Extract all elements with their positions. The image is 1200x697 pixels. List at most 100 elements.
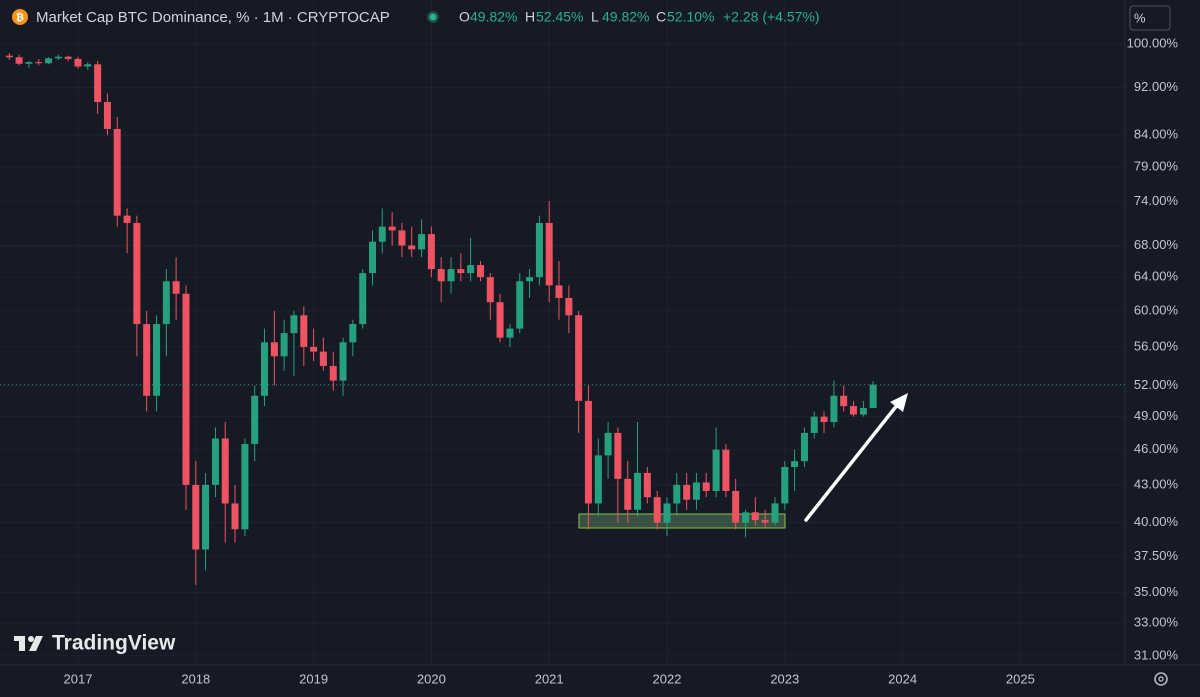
candle-body: [722, 449, 730, 492]
candle-body: [290, 315, 298, 334]
candle-body: [103, 102, 111, 129]
candle-body: [712, 449, 720, 492]
candle-body: [565, 297, 573, 316]
candle-body: [859, 408, 867, 415]
settings-button[interactable]: [1154, 672, 1168, 686]
candle-body: [260, 342, 268, 396]
candle-body: [800, 432, 808, 462]
candle-body: [329, 365, 337, 381]
symbol-icon: [12, 9, 28, 25]
y-tick-label: 68.00%: [1134, 237, 1179, 252]
candle-body: [781, 466, 789, 504]
candle-body: [221, 438, 229, 504]
candle-body: [594, 455, 602, 504]
change: +2.28 (+4.57%): [723, 9, 820, 25]
candle-body: [153, 324, 161, 396]
candle-body: [751, 512, 759, 521]
candle-body: [673, 484, 681, 504]
candle-body: [25, 62, 33, 64]
candle-body: [427, 234, 435, 270]
watermark: TradingView: [52, 632, 176, 655]
candle-body: [849, 406, 857, 415]
x-tick-label: 2024: [888, 671, 917, 686]
candle-body: [810, 416, 818, 433]
candle-body: [408, 245, 416, 250]
candle-body: [241, 444, 249, 530]
y-tick-label: 100.00%: [1127, 35, 1179, 50]
ohlc-value: 52.45%: [536, 9, 583, 25]
ohlc-label: O: [459, 9, 470, 25]
candle-body: [467, 265, 475, 274]
y-tick-label: 37.50%: [1134, 548, 1179, 563]
y-tick-label: 79.00%: [1134, 159, 1179, 174]
candle-body: [192, 484, 200, 550]
candle-body: [251, 395, 259, 445]
candle-body: [368, 241, 376, 274]
candle-body: [771, 503, 779, 523]
candle-body: [624, 478, 632, 510]
candle-body: [614, 432, 622, 479]
candle-body: [555, 285, 563, 298]
ohlc-label: C: [656, 9, 666, 25]
candle-body: [653, 497, 661, 523]
candle-body: [123, 215, 131, 223]
status-dot: [429, 13, 437, 21]
candle-body: [300, 315, 308, 347]
candle-body: [437, 269, 445, 282]
candle-body: [113, 128, 121, 216]
candle-body: [310, 346, 318, 352]
candle-body: [398, 230, 406, 246]
ohlc-label: L: [591, 9, 599, 25]
candle-body: [5, 55, 13, 58]
candle-body: [54, 56, 62, 59]
candle-body: [869, 384, 877, 409]
candle-body: [15, 57, 23, 64]
y-tick-label: 92.00%: [1134, 79, 1179, 94]
candle-body: [820, 416, 828, 423]
axes: 100.00% 92.00% 84.00% 79.00% 74.00% 68.00% 64.…: [64, 35, 1179, 686]
scale-button[interactable]: [1129, 5, 1171, 31]
y-tick-label: 40.00%: [1134, 514, 1179, 529]
candle-body: [143, 324, 151, 396]
trend-arrow: [804, 393, 908, 522]
candle-body: [634, 472, 642, 510]
candle-body: [270, 342, 278, 357]
candle-body: [545, 222, 553, 286]
candle-body: [418, 234, 426, 250]
candle-body: [35, 62, 43, 64]
candle-body: [584, 400, 592, 504]
candle-body: [663, 503, 671, 523]
candle-body: [702, 482, 710, 492]
scale-button-label[interactable]: %: [1134, 10, 1146, 25]
candle-body: [280, 333, 288, 357]
candle-body: [388, 226, 396, 231]
candle-body: [516, 281, 524, 329]
y-tick-label: 56.00%: [1134, 338, 1179, 353]
candle-body: [477, 265, 485, 278]
ohlc-value: 49.82%: [470, 9, 517, 25]
candle-body: [172, 281, 180, 294]
chart-title: Market Cap BTC Dominance, % · 1M · CRYPT…: [36, 9, 390, 26]
candle-body: [791, 461, 799, 467]
x-tick-label: 2022: [653, 671, 682, 686]
y-tick-label: 84.00%: [1134, 127, 1179, 142]
x-tick-label: 2021: [535, 671, 564, 686]
y-tick-label: 49.00%: [1134, 408, 1179, 423]
candle-body: [378, 226, 386, 242]
candle-body: [761, 520, 769, 523]
y-tick-label: 43.00%: [1134, 476, 1179, 491]
candles: [0, 53, 1125, 586]
x-tick-label: 2020: [417, 671, 446, 686]
ohlc-value: 52.10%: [667, 9, 714, 25]
candle-body: [74, 58, 82, 67]
y-tick-label: 33.00%: [1134, 615, 1179, 630]
candle-body: [526, 277, 534, 282]
candle-body: [231, 503, 239, 530]
y-tick-label: 64.00%: [1134, 269, 1179, 284]
y-tick-label: 74.00%: [1134, 193, 1179, 208]
x-tick-label: 2019: [299, 671, 328, 686]
watermark-logo: [14, 636, 43, 651]
